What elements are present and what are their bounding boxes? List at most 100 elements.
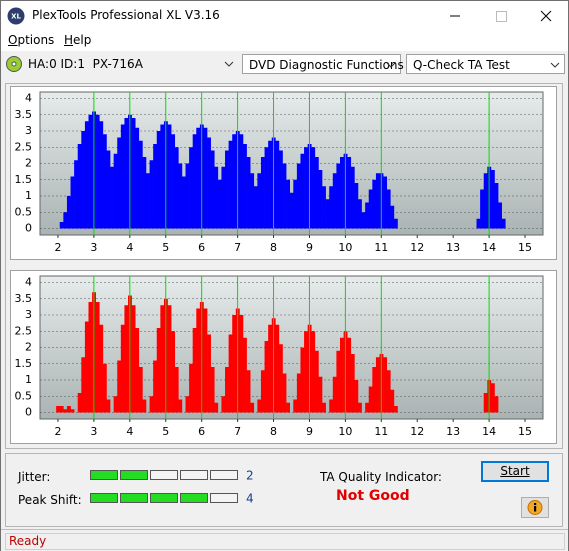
bar	[77, 393, 82, 413]
drive-icon	[6, 56, 22, 72]
bar	[196, 308, 201, 413]
drive-select[interactable]: HA:0 ID:1 PX-716A	[22, 54, 238, 74]
y-tick-label: 4	[25, 92, 32, 105]
bar	[207, 137, 211, 229]
bar	[225, 150, 229, 229]
bar	[264, 147, 269, 229]
bar	[318, 376, 323, 413]
y-tick-label: 2	[25, 157, 32, 170]
test-text: Q-Check TA Test	[413, 58, 510, 72]
bar	[185, 163, 190, 229]
led	[180, 470, 208, 480]
led-value: 4	[246, 492, 254, 506]
bar	[393, 406, 398, 413]
y-tick-label: 3	[25, 124, 32, 137]
led	[180, 493, 208, 503]
bar	[81, 357, 86, 413]
bar	[59, 222, 64, 229]
bar	[368, 189, 373, 229]
bar	[357, 402, 362, 413]
bar	[217, 179, 222, 229]
y-tick-label: 3	[25, 308, 32, 321]
bar	[95, 114, 100, 229]
bar	[142, 157, 147, 229]
led	[90, 493, 118, 503]
bar	[340, 157, 344, 229]
status-bar: Ready	[1, 529, 568, 551]
bar	[375, 173, 380, 229]
bar	[153, 360, 158, 413]
bar	[250, 402, 255, 413]
bar	[372, 179, 377, 229]
x-tick-label: 12	[410, 425, 424, 438]
bar	[102, 134, 107, 229]
bar	[178, 163, 183, 229]
bar	[296, 163, 301, 229]
led	[150, 493, 178, 503]
start-button[interactable]: Start	[481, 461, 549, 482]
x-tick-label: 7	[234, 425, 241, 438]
menu-bar	[1, 30, 568, 51]
bar	[347, 157, 352, 229]
menu-item[interactable]: Options	[8, 33, 55, 47]
bar	[160, 124, 165, 229]
close-button[interactable]	[540, 10, 552, 22]
bar	[203, 308, 208, 413]
bar	[171, 134, 176, 229]
bar	[322, 402, 326, 413]
bar	[289, 192, 294, 229]
bar	[329, 399, 334, 413]
bar	[304, 147, 308, 229]
bar	[300, 347, 305, 413]
bar	[354, 183, 359, 229]
test-select[interactable]: Q-Check TA Test	[406, 54, 565, 74]
y-tick-label: 4	[25, 276, 32, 289]
x-tick-label: 8	[270, 425, 277, 438]
chart-panel: 00.511.522.533.542 3 4 5 6 7 8 9 10 11 12 13 14 1500.…	[5, 83, 563, 449]
menu-item[interactable]: Help	[64, 33, 92, 47]
bar	[490, 170, 495, 229]
led	[210, 470, 238, 480]
x-tick-label: 15	[518, 425, 532, 438]
info-button[interactable]	[521, 497, 549, 518]
y-tick-label: 2.5	[15, 140, 33, 153]
bar	[228, 140, 233, 229]
bar	[311, 331, 316, 413]
maximize-button[interactable]	[496, 11, 507, 22]
jitter-label: Jitter:	[18, 470, 51, 484]
bar	[268, 324, 273, 413]
x-tick-label: 14	[482, 241, 496, 254]
x-tick-label: 2	[54, 241, 61, 254]
x-tick-label: 8	[270, 241, 277, 254]
bar	[282, 163, 287, 229]
x-tick-label: 14	[482, 425, 496, 438]
bar	[275, 324, 280, 413]
bar	[490, 383, 495, 413]
peak-shift-label: Peak Shift:	[18, 493, 82, 507]
x-tick-label: 4	[126, 425, 133, 438]
function-select[interactable]: DVD Diagnostic Functions	[242, 54, 404, 74]
bar	[66, 196, 71, 229]
bar	[142, 399, 147, 413]
bar	[350, 354, 355, 413]
chevron	[550, 62, 560, 68]
bar	[286, 402, 291, 413]
bar	[120, 324, 125, 413]
bar	[131, 305, 136, 413]
bar	[386, 189, 391, 229]
bar	[332, 376, 337, 413]
bar	[117, 137, 122, 229]
x-tick-label: 10	[338, 425, 352, 438]
bar	[145, 173, 150, 229]
bar	[124, 118, 129, 229]
bar	[340, 337, 344, 413]
bar	[314, 157, 319, 229]
bar	[56, 406, 61, 413]
bar	[483, 173, 488, 229]
x-tick-label: 10	[338, 241, 352, 254]
drive-text: HA:0 ID:1 PX-716A	[28, 57, 143, 71]
x-tick-label: 6	[198, 241, 205, 254]
led	[120, 470, 148, 480]
status-text: Ready	[5, 533, 565, 550]
